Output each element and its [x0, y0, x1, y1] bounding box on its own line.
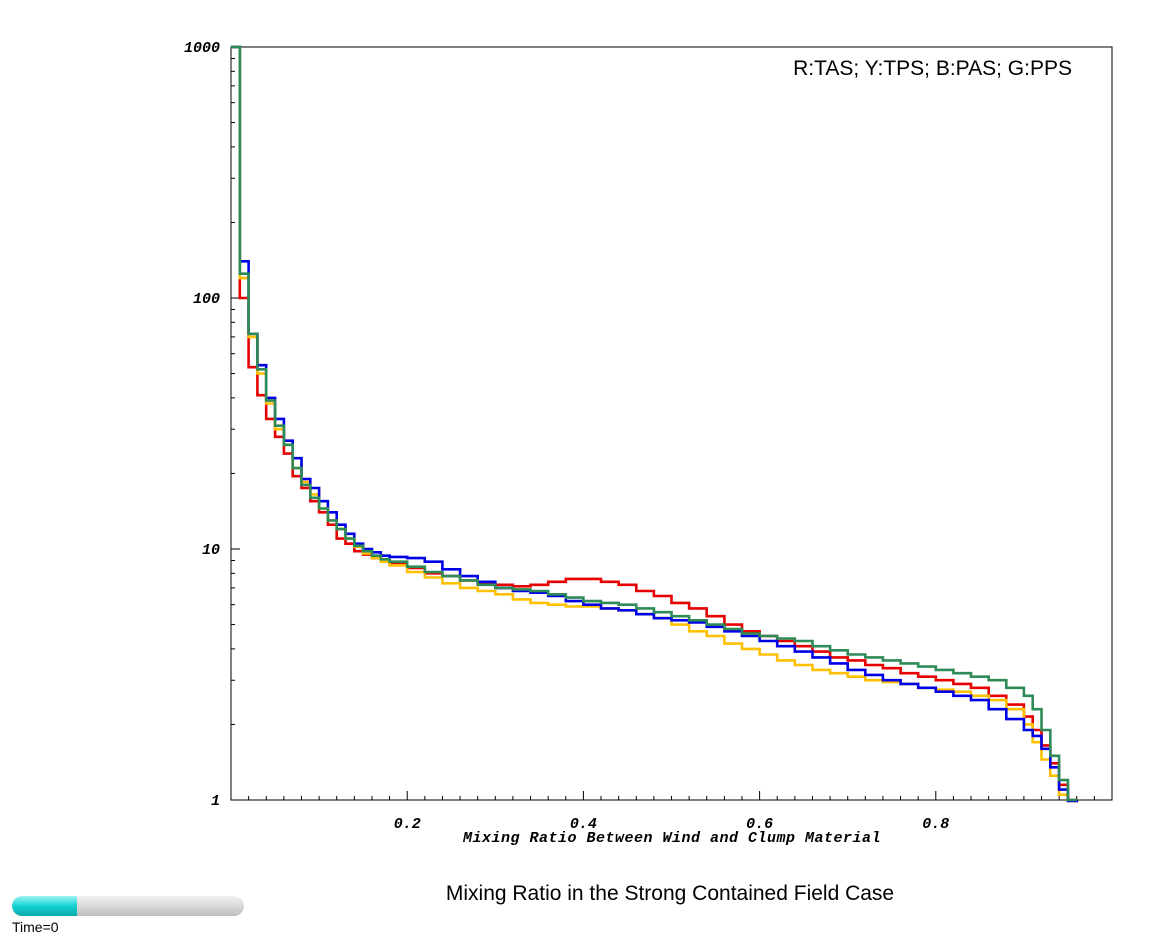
- chart-title: Mixing Ratio in the Strong Contained Fie…: [445, 882, 895, 905]
- y-tick-label: 1000: [184, 40, 220, 57]
- x-tick-label: 0.8: [922, 816, 949, 833]
- time-slider-fill: [12, 896, 77, 916]
- axis-ticks: 0.2 0.4 0.6 0.8 1 10 100 1000: [184, 40, 1095, 833]
- legend-text: R:TAS; Y:TPS; B:PAS; G:PPS: [793, 57, 1072, 80]
- y-tick-label: 10: [202, 542, 220, 559]
- y-tick-label: 100: [193, 291, 220, 308]
- time-slider[interactable]: [12, 896, 244, 916]
- time-label: Time=0: [12, 919, 59, 935]
- series-line-pas: [231, 45, 1079, 803]
- series-line-tas: [231, 45, 1077, 802]
- x-tick-label: 0.6: [746, 816, 773, 833]
- x-axis-label: Mixing Ratio Between Wind and Clump Mate…: [462, 830, 881, 847]
- series-line-tps: [231, 45, 1079, 803]
- series-layer: [231, 45, 1079, 803]
- x-tick-label: 0.2: [394, 816, 421, 833]
- y-tick-label: 1: [211, 793, 220, 810]
- x-tick-label: 0.4: [570, 816, 597, 833]
- series-line-pps: [231, 45, 1077, 802]
